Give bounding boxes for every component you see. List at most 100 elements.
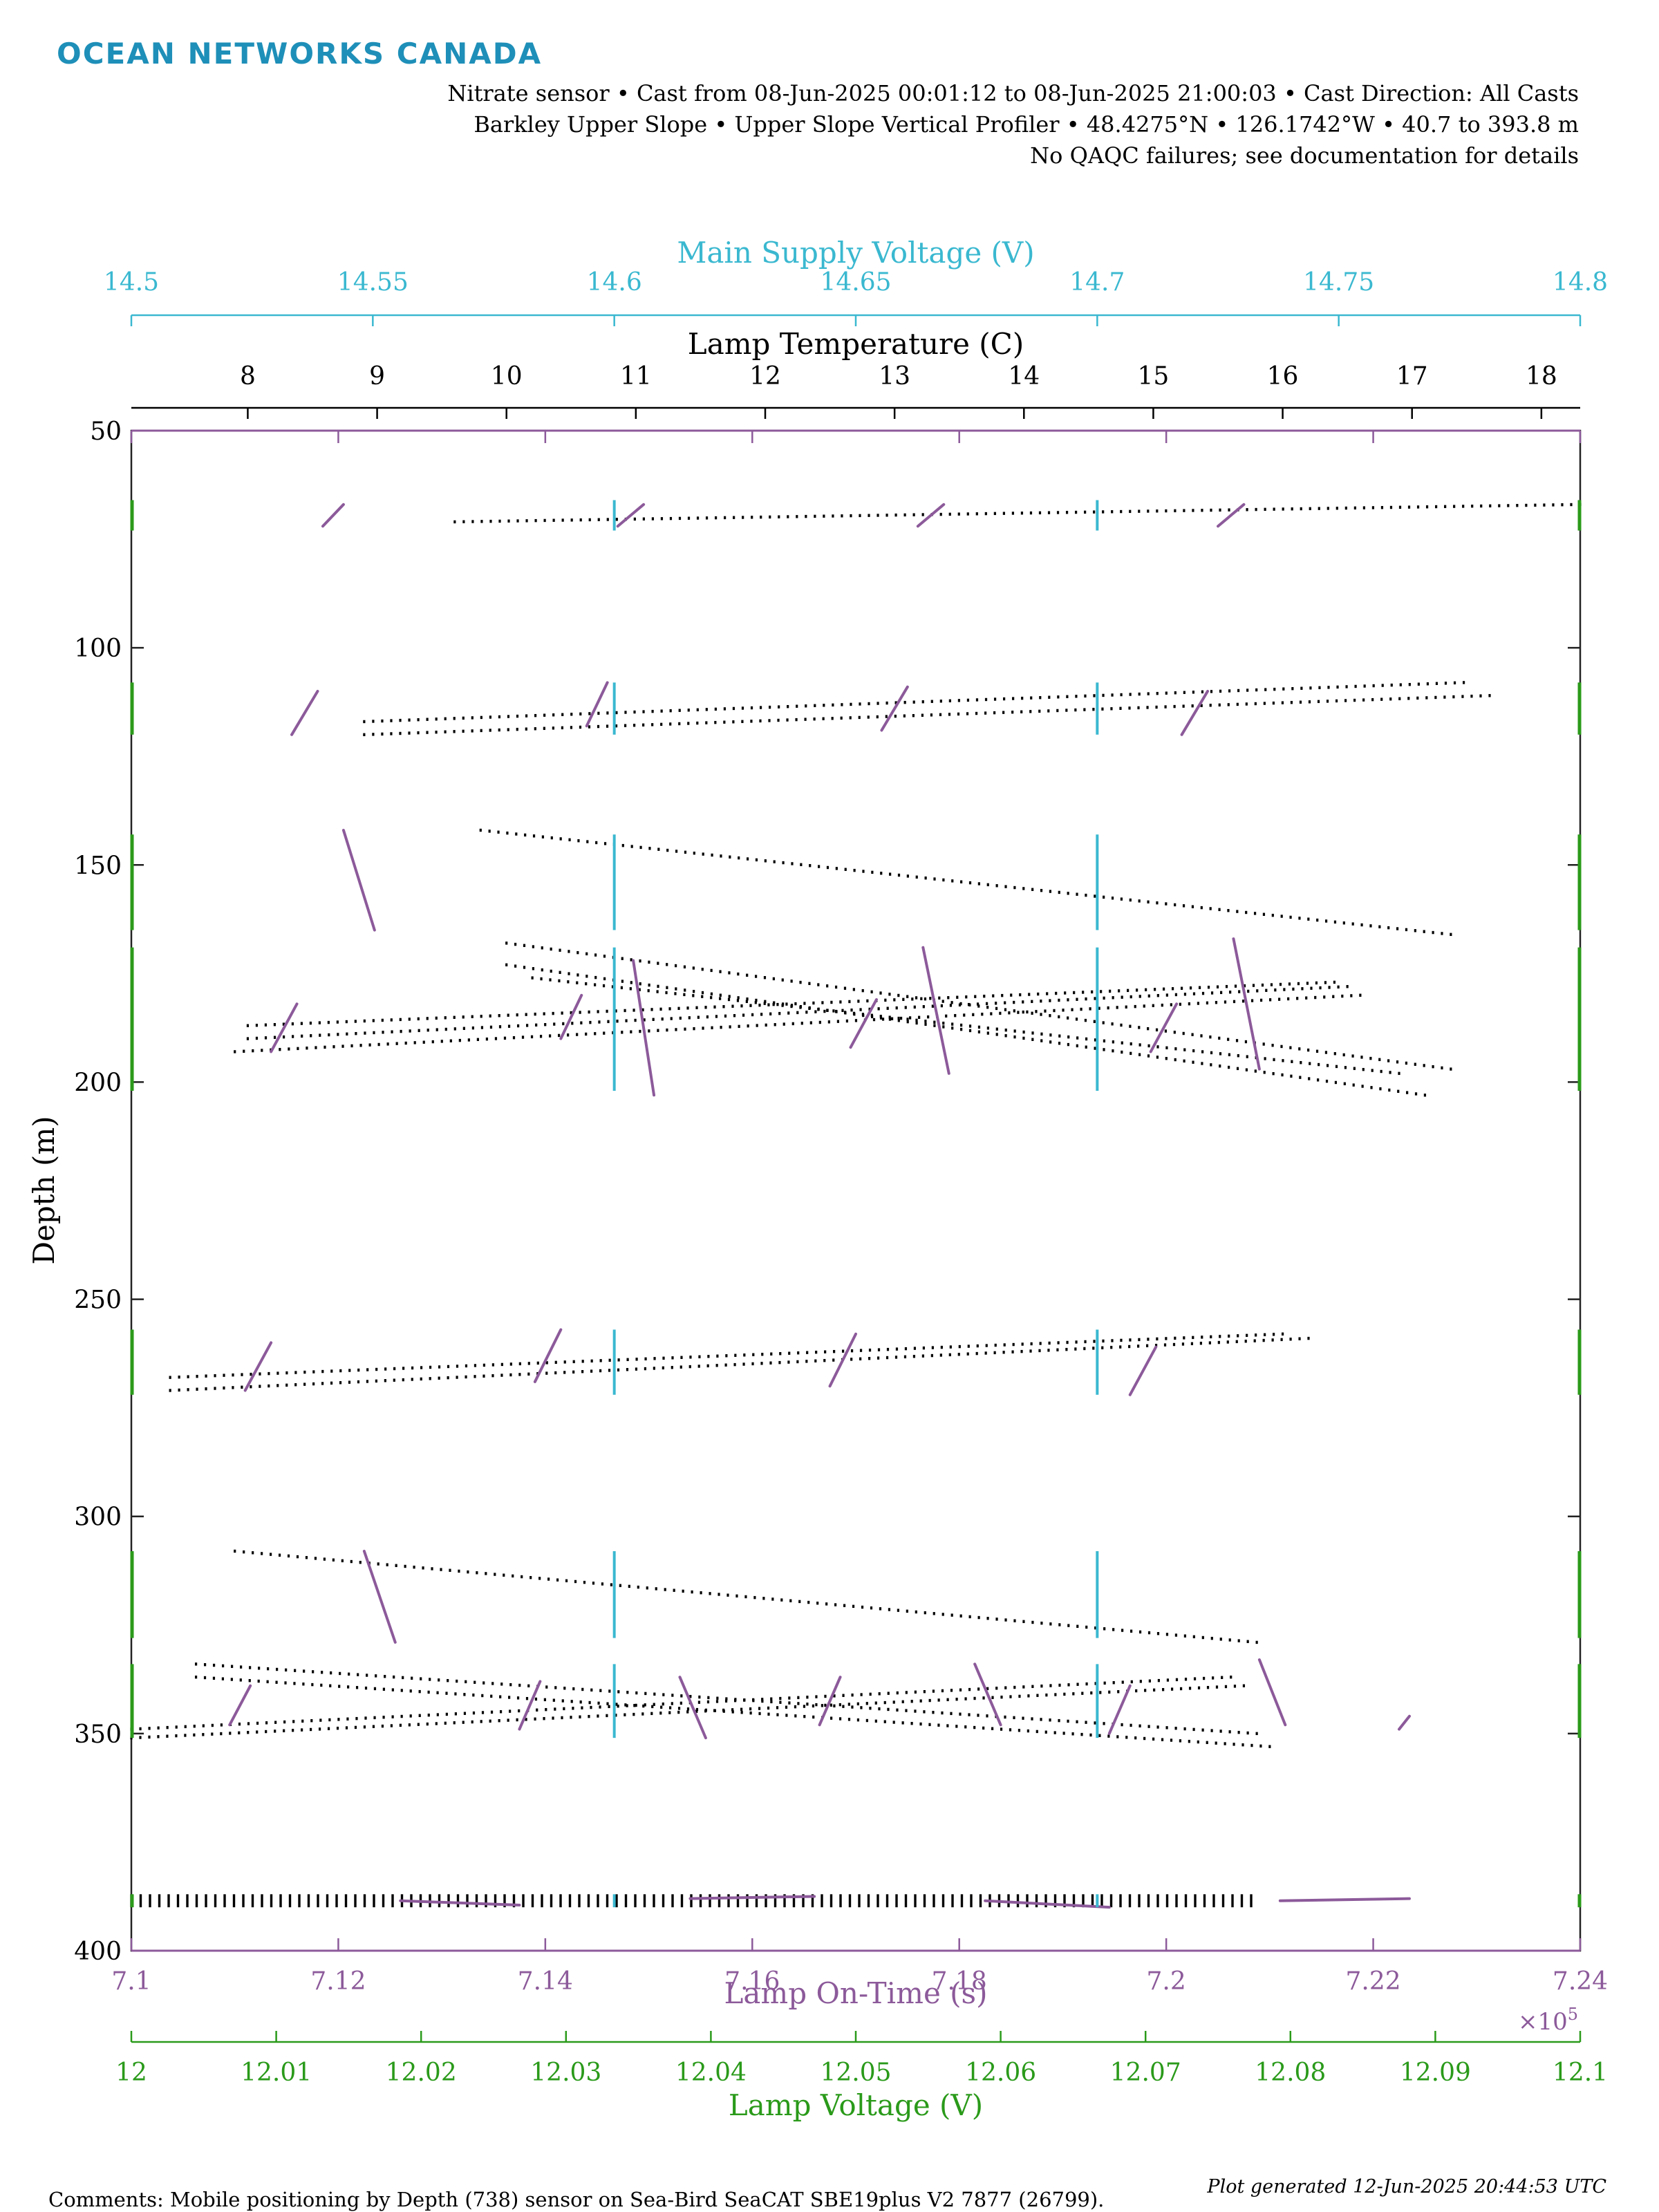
temperature-point xyxy=(417,1017,420,1021)
temperature-point xyxy=(1237,688,1240,693)
temperature-point xyxy=(1488,694,1491,697)
temperature-point xyxy=(861,1605,864,1609)
temperature-point xyxy=(579,712,582,716)
temperature-point xyxy=(1227,909,1230,912)
temperature-point xyxy=(803,1002,806,1005)
temperature-point xyxy=(599,1369,602,1373)
temperature-point xyxy=(373,1687,377,1691)
temperature-point xyxy=(1049,1033,1052,1037)
temperature-point xyxy=(800,1022,803,1025)
temperature-point xyxy=(543,1698,546,1702)
temperature-point xyxy=(761,1699,764,1703)
temperature-point xyxy=(572,1370,575,1374)
temperature-point xyxy=(485,1572,487,1575)
temperature-point xyxy=(1010,993,1013,997)
temperature-point xyxy=(673,1588,675,1592)
temperature-point xyxy=(527,1362,530,1365)
temperature-point xyxy=(660,517,664,521)
temperature-point xyxy=(531,976,534,980)
temperature-point xyxy=(279,1047,281,1051)
temperature-point xyxy=(790,1004,793,1009)
temperature-point xyxy=(1280,915,1283,918)
temperature-point xyxy=(480,1015,482,1018)
ontime-point xyxy=(1278,1897,1411,1902)
ontime-point xyxy=(243,1341,273,1392)
temperature-point xyxy=(1225,984,1228,988)
temperature-point xyxy=(965,995,968,999)
temperature-point xyxy=(642,710,645,713)
temperature-point xyxy=(296,1555,299,1559)
temperature-point xyxy=(354,1725,357,1730)
temperature-point xyxy=(1416,696,1419,700)
temperature-point xyxy=(1058,1034,1061,1038)
temperature-point xyxy=(1220,991,1223,995)
temperature-axis-title: Lamp Temperature (C) xyxy=(688,327,1024,361)
temperature-point xyxy=(791,1022,794,1026)
temperature-point xyxy=(706,1700,710,1704)
temperature-point xyxy=(938,996,941,1000)
temperature-point xyxy=(678,516,682,521)
temperature-point xyxy=(1172,1342,1176,1347)
temperature-point xyxy=(438,1678,440,1682)
temperature-point xyxy=(1387,926,1390,930)
temperature-point xyxy=(435,718,438,721)
temperature-point xyxy=(532,967,535,971)
marks-layer xyxy=(130,500,1582,1909)
temperature-point xyxy=(968,1713,971,1716)
temperature-point xyxy=(1200,704,1203,707)
temperature-point xyxy=(849,716,852,720)
temperature-point xyxy=(364,1716,367,1720)
temperature-point xyxy=(256,1730,259,1734)
temperature-point xyxy=(282,1022,285,1026)
temperature-point xyxy=(973,1725,976,1730)
temperature-point xyxy=(516,714,519,718)
temperature-point xyxy=(924,1611,926,1615)
temperature-point xyxy=(1002,1351,1005,1354)
temperature-point xyxy=(728,995,731,998)
temperature-point xyxy=(758,1712,761,1716)
temperature-point xyxy=(1179,1687,1183,1691)
temperature-point xyxy=(561,518,564,522)
temperature-point xyxy=(545,1685,548,1689)
temperature-point xyxy=(797,1351,800,1355)
temperature-point xyxy=(805,704,807,708)
temperature-point xyxy=(1287,997,1290,1001)
temperature-point xyxy=(1280,1044,1283,1049)
temperature-point xyxy=(453,730,456,733)
temperature-point xyxy=(462,1721,465,1724)
temperature-point xyxy=(853,868,856,872)
temperature-point xyxy=(778,1360,781,1365)
temperature-point xyxy=(462,729,465,733)
temperature-point xyxy=(1210,1729,1213,1732)
temperature-point xyxy=(1307,917,1310,921)
temperature-point xyxy=(1173,704,1176,709)
temperature-point xyxy=(500,1362,503,1367)
temperature-point xyxy=(1092,1347,1095,1350)
temperature-point xyxy=(814,1359,817,1362)
temperature-point xyxy=(1138,1724,1141,1727)
temperature-point xyxy=(1139,1680,1142,1683)
temperature-point xyxy=(1020,710,1023,713)
temperature-point xyxy=(653,1367,655,1370)
temperature-point xyxy=(196,1387,198,1391)
temperature-point xyxy=(990,1012,993,1015)
temperature-point xyxy=(1138,1026,1141,1029)
temperature-point xyxy=(1028,993,1031,996)
temperature-point xyxy=(950,1689,953,1692)
temperature-point xyxy=(1351,1054,1354,1058)
temperature-point xyxy=(550,836,553,840)
temperature-point xyxy=(157,1726,160,1730)
temperature-point xyxy=(1263,1071,1266,1074)
temperature-point xyxy=(635,1358,638,1361)
temperature-point xyxy=(1324,919,1328,923)
temperature-point xyxy=(1199,1342,1202,1345)
temperature-point xyxy=(1461,695,1464,698)
temperature-point xyxy=(535,1023,538,1027)
temperature-point xyxy=(814,704,816,707)
temperature-point xyxy=(429,1377,431,1380)
temperature-point xyxy=(747,1024,749,1028)
temperature-point xyxy=(220,1732,223,1736)
temperature-point xyxy=(1056,709,1059,713)
temperature-point xyxy=(1192,509,1194,512)
temperature-point xyxy=(770,1352,773,1356)
